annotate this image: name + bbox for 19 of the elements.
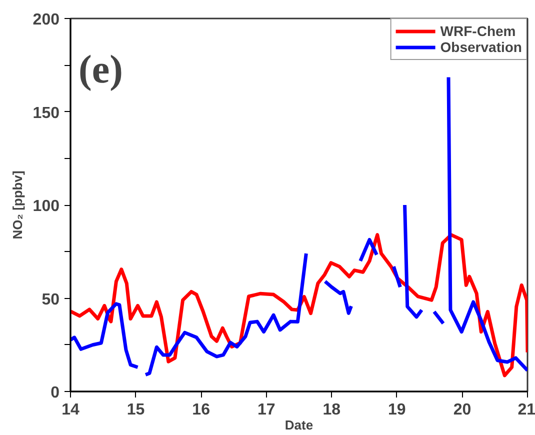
line-series bbox=[70, 233, 528, 378]
x-axis-title: Date bbox=[284, 418, 314, 432]
legend-label: WRF-Chem bbox=[440, 23, 516, 39]
y-tick-label: 100 bbox=[32, 198, 60, 215]
x-tick-label: 18 bbox=[322, 402, 341, 418]
y-axis-title: NO₂ [ppbv] bbox=[10, 170, 25, 240]
annotation: (e) bbox=[78, 46, 123, 92]
x-tick-label: 19 bbox=[388, 402, 406, 418]
x-tick-label: 21 bbox=[518, 402, 535, 418]
y-tick-label: 0 bbox=[50, 384, 60, 402]
x-tick-label: 16 bbox=[192, 402, 210, 418]
x-tick-label: 20 bbox=[453, 402, 472, 418]
y-tick-label: 150 bbox=[32, 104, 60, 122]
x-tick-label: 14 bbox=[62, 402, 80, 418]
x-tick-label: 17 bbox=[257, 402, 276, 418]
y-tick-label: 200 bbox=[32, 12, 60, 28]
legend-label: Observation bbox=[440, 39, 522, 55]
y-tick-label: 50 bbox=[42, 291, 60, 308]
x-tick-label: 15 bbox=[126, 402, 145, 418]
